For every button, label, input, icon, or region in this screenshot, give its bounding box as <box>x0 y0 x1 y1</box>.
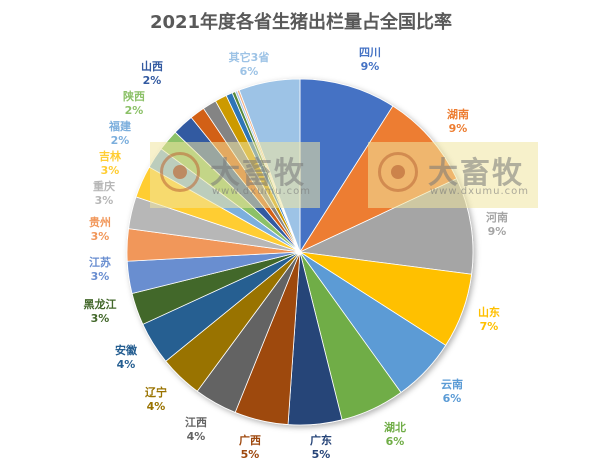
watermark-brand: 大畜牧 <box>210 156 306 191</box>
slice-percent: 3% <box>94 194 114 207</box>
slice-name: 四川 <box>359 46 381 59</box>
slice-percent: 6% <box>442 392 462 405</box>
watermark-brand: 大畜牧 <box>428 156 524 191</box>
data-label: 江苏 3% <box>89 256 111 284</box>
data-label: 广西 5% <box>239 434 261 462</box>
eye-logo-icon <box>378 152 418 192</box>
slice-name: 吉林 <box>99 150 121 163</box>
data-label: 山东 7% <box>478 306 500 334</box>
data-label: 陕西 2% <box>123 90 145 118</box>
data-label: 安徽 4% <box>115 344 137 372</box>
slice-name: 广东 <box>310 434 332 447</box>
watermark-url: www.dxumu.com <box>430 186 530 197</box>
slice-percent: 5% <box>311 448 331 461</box>
slice-name: 江苏 <box>89 256 111 269</box>
slice-percent: 3% <box>100 164 120 177</box>
slice-percent: 4% <box>186 430 206 443</box>
data-label: 贵州 3% <box>89 216 111 244</box>
watermark-url: www.dxumu.com <box>212 186 312 197</box>
slice-percent: 9% <box>487 225 507 238</box>
data-label: 四川 9% <box>359 46 381 74</box>
data-label: 湖北 6% <box>384 421 406 449</box>
slice-percent: 4% <box>146 400 166 413</box>
chart-title: 2021年度各省生猪出栏量占全国比率 <box>149 12 453 33</box>
slice-name: 广西 <box>239 434 261 447</box>
slice-name: 湖北 <box>384 421 406 434</box>
data-label: 重庆 3% <box>93 180 115 208</box>
slice-percent: 6% <box>239 65 259 78</box>
slice-name: 福建 <box>109 120 131 133</box>
data-label: 山西 2% <box>141 60 163 88</box>
slice-percent: 3% <box>90 312 110 325</box>
slice-name: 黑龙江 <box>83 298 117 311</box>
slice-percent: 3% <box>90 270 110 283</box>
slice-name: 云南 <box>441 378 463 391</box>
slice-percent: 7% <box>479 320 499 333</box>
data-label: 湖南 9% <box>447 108 469 136</box>
slice-percent: 4% <box>116 358 136 371</box>
slice-name: 湖南 <box>447 108 469 121</box>
data-label: 黑龙江 3% <box>84 298 117 326</box>
slice-percent: 2% <box>142 74 162 87</box>
slice-percent: 2% <box>124 104 144 117</box>
slice-name: 山西 <box>141 60 163 73</box>
data-label: 江西 4% <box>185 416 207 444</box>
data-label: 其它3省 6% <box>229 51 270 79</box>
data-label: 福建 2% <box>109 120 131 148</box>
slice-name: 辽宁 <box>145 386 167 399</box>
slice-percent: 2% <box>110 134 130 147</box>
slice-percent: 3% <box>90 230 110 243</box>
slice-name: 山东 <box>478 306 500 319</box>
slice-percent: 9% <box>360 60 380 73</box>
slice-name: 江西 <box>185 416 207 429</box>
data-label: 云南 6% <box>441 378 463 406</box>
slice-percent: 5% <box>240 448 260 461</box>
slice-percent: 6% <box>385 435 405 448</box>
slice-name: 河南 <box>486 211 508 224</box>
data-label: 吉林 3% <box>99 150 121 178</box>
watermark-logo: 大畜牧 www.dxumu.com <box>368 142 538 208</box>
slice-name: 陕西 <box>123 90 145 103</box>
slice-name: 重庆 <box>93 180 115 193</box>
slice-name: 贵州 <box>89 216 111 229</box>
data-label: 广东 5% <box>310 434 332 462</box>
eye-logo-icon <box>160 152 200 192</box>
slice-name: 安徽 <box>115 344 137 357</box>
slice-percent: 9% <box>448 122 468 135</box>
pie-slice-四川 <box>299 78 394 254</box>
watermark-logo: 大畜牧 www.dxumu.com <box>150 142 320 208</box>
data-label: 河南 9% <box>486 211 508 239</box>
slice-name: 其它3省 <box>228 51 270 64</box>
data-label: 辽宁 4% <box>145 386 167 414</box>
